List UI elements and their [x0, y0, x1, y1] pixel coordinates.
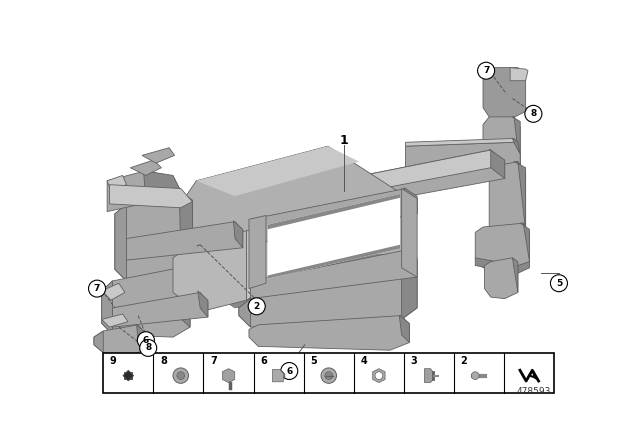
- Text: 4: 4: [360, 356, 367, 366]
- Text: 6: 6: [143, 336, 149, 345]
- Circle shape: [138, 332, 154, 349]
- Polygon shape: [273, 370, 284, 382]
- Polygon shape: [424, 369, 433, 383]
- Circle shape: [472, 372, 479, 379]
- Polygon shape: [399, 315, 410, 343]
- Text: 2: 2: [253, 302, 260, 311]
- Text: 5: 5: [310, 356, 317, 366]
- Polygon shape: [513, 117, 520, 169]
- Polygon shape: [489, 149, 505, 178]
- Polygon shape: [234, 221, 243, 248]
- Polygon shape: [102, 314, 128, 327]
- Polygon shape: [131, 160, 161, 176]
- Polygon shape: [109, 185, 193, 208]
- Polygon shape: [476, 223, 529, 268]
- Polygon shape: [142, 148, 175, 163]
- Polygon shape: [372, 369, 385, 383]
- Polygon shape: [220, 150, 505, 231]
- Polygon shape: [250, 189, 417, 245]
- Polygon shape: [123, 370, 134, 381]
- Polygon shape: [102, 281, 113, 335]
- Text: 2: 2: [461, 356, 467, 366]
- Polygon shape: [520, 223, 529, 262]
- Circle shape: [321, 368, 337, 383]
- Polygon shape: [107, 171, 180, 211]
- Polygon shape: [406, 142, 520, 169]
- Polygon shape: [489, 162, 525, 238]
- Circle shape: [173, 368, 189, 383]
- Polygon shape: [220, 150, 491, 220]
- Text: 5: 5: [556, 279, 562, 288]
- Polygon shape: [406, 138, 518, 146]
- Polygon shape: [513, 258, 518, 293]
- Polygon shape: [404, 188, 417, 214]
- Polygon shape: [113, 293, 208, 327]
- Polygon shape: [268, 245, 400, 279]
- Text: 9: 9: [110, 356, 116, 366]
- Polygon shape: [102, 283, 125, 300]
- Text: 7: 7: [483, 66, 490, 75]
- Text: 478593: 478593: [517, 387, 551, 396]
- Polygon shape: [94, 325, 143, 356]
- Circle shape: [177, 372, 184, 379]
- Polygon shape: [115, 191, 193, 281]
- Polygon shape: [246, 225, 274, 300]
- Polygon shape: [196, 146, 359, 196]
- Text: 6: 6: [286, 366, 292, 375]
- Polygon shape: [483, 117, 520, 176]
- Polygon shape: [189, 254, 406, 308]
- Polygon shape: [157, 146, 406, 308]
- Polygon shape: [476, 258, 529, 273]
- Polygon shape: [115, 204, 127, 281]
- Polygon shape: [94, 331, 103, 353]
- Text: 8: 8: [531, 109, 536, 118]
- Text: 3: 3: [411, 356, 417, 366]
- Text: 7: 7: [210, 356, 217, 366]
- Text: 6: 6: [260, 356, 267, 366]
- Polygon shape: [177, 268, 190, 327]
- Polygon shape: [484, 258, 518, 299]
- Circle shape: [140, 340, 157, 356]
- Polygon shape: [107, 176, 127, 191]
- Polygon shape: [249, 215, 266, 289]
- Polygon shape: [249, 315, 410, 350]
- Circle shape: [375, 372, 383, 379]
- Polygon shape: [222, 369, 235, 383]
- Polygon shape: [402, 268, 417, 319]
- Text: 8: 8: [145, 344, 151, 353]
- Polygon shape: [280, 370, 285, 378]
- Polygon shape: [510, 68, 528, 81]
- Polygon shape: [513, 138, 520, 154]
- Polygon shape: [179, 191, 193, 258]
- Circle shape: [477, 62, 495, 79]
- Circle shape: [550, 275, 568, 292]
- Polygon shape: [404, 250, 417, 277]
- Polygon shape: [143, 171, 180, 202]
- Circle shape: [248, 298, 265, 315]
- Polygon shape: [136, 325, 143, 350]
- Polygon shape: [102, 268, 190, 337]
- Polygon shape: [173, 231, 246, 312]
- Polygon shape: [514, 162, 525, 231]
- Circle shape: [88, 280, 106, 297]
- Polygon shape: [402, 189, 417, 277]
- Polygon shape: [127, 222, 243, 260]
- Polygon shape: [268, 194, 400, 229]
- Text: 1: 1: [339, 134, 348, 146]
- Polygon shape: [268, 194, 400, 279]
- Polygon shape: [250, 250, 417, 299]
- Polygon shape: [198, 291, 208, 317]
- Circle shape: [325, 372, 333, 379]
- Text: 8: 8: [160, 356, 167, 366]
- Polygon shape: [239, 268, 417, 327]
- Circle shape: [525, 105, 542, 122]
- Bar: [103, 353, 554, 392]
- Circle shape: [281, 362, 298, 379]
- Polygon shape: [239, 299, 250, 327]
- Polygon shape: [124, 372, 132, 379]
- Text: 7: 7: [94, 284, 100, 293]
- Polygon shape: [483, 68, 525, 119]
